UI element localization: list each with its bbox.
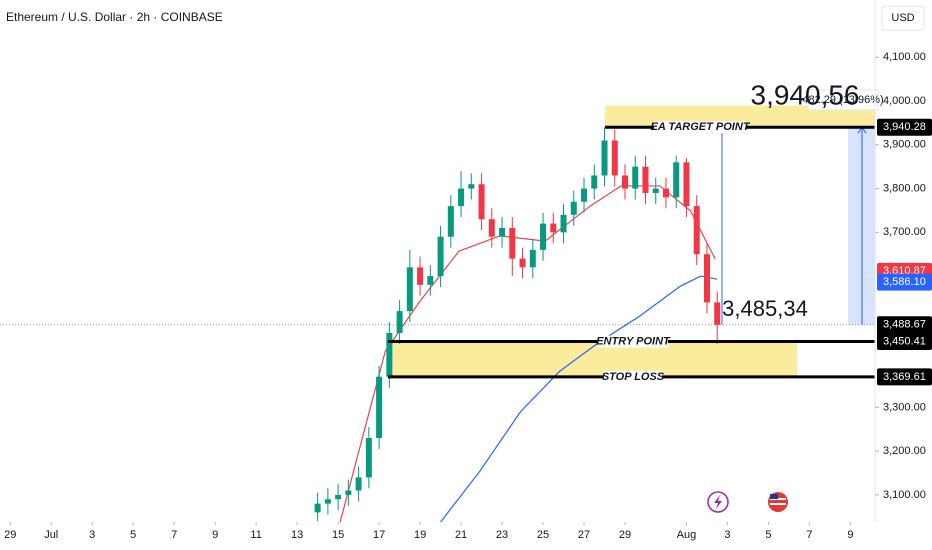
x-tick-label: Jul [44,529,58,541]
candle-body [581,188,588,202]
x-tick-label: 7 [806,529,812,541]
candle-body [601,140,608,176]
candle-body [437,236,444,277]
y-tick-label: 3,200.00 [883,445,926,457]
flag-canton [770,494,778,499]
candle-body [591,175,598,189]
candle-body [529,249,536,268]
price-annotation: 3,485,34 [722,296,808,321]
x-tick-label: 5 [765,529,771,541]
y-tick-label: 3,300.00 [883,401,926,413]
x-tick-label: 3 [89,529,95,541]
x-tick-label: 13 [291,529,303,541]
symbol-title: Ethereum / U.S. Dollar · 2h · COINBASE [6,10,223,24]
measure-label: 482.29 (13.96%) [802,94,883,106]
price-tag [877,333,932,351]
candle-body [427,276,434,285]
candle-body [550,223,557,233]
measure-label-box [807,89,879,111]
candle-body [570,201,577,215]
y-tick-label: 4,100.00 [883,51,926,63]
price-annotation: 3,940,56 [751,79,860,110]
candle-body [703,254,710,303]
candle-body [345,490,352,495]
price-tag [877,118,932,136]
x-tick-label: 23 [496,529,508,541]
y-tick-label: 3,100.00 [883,489,926,501]
candle-body [693,206,700,255]
level-label-bg [598,335,668,348]
candle-body [376,376,383,438]
candle-body [519,258,526,268]
price-tag [877,273,932,291]
candle-body [458,188,465,207]
candle-body [509,227,516,259]
candle-body [642,166,649,193]
candle-body [673,162,680,198]
x-tick-label: 29 [4,529,16,541]
level-label: ENTRY POINT [596,335,671,347]
x-tick-label: 19 [414,529,426,541]
price-tag-label: 3,450.41 [883,335,926,347]
candle-body [396,311,403,333]
x-tick-label: 29 [619,529,631,541]
candle-body [622,175,628,189]
lightning [714,495,722,509]
level-label: STOP LOSS [602,371,665,383]
candle-body [406,267,413,312]
candle-body [417,267,424,285]
candle-body [355,477,362,491]
price-tag [877,368,932,386]
level-label-bg [654,121,746,134]
currency-button[interactable] [881,5,925,31]
price-tag-label: 3,369.61 [883,371,926,383]
x-tick-label: 17 [373,529,385,541]
candle-body [611,140,618,176]
candle-body [488,219,495,237]
y-tick-label: 4,000.00 [883,95,926,107]
y-tick-label: 3,700.00 [883,226,926,238]
candle-body [632,166,639,189]
event-icons [707,491,788,513]
level-label-bg [603,370,663,383]
price-tag-label: 3,586.10 [883,276,926,288]
candle-body [499,227,506,237]
candle-body [683,162,690,207]
candle-body [447,206,454,237]
candle-body [540,223,547,250]
x-tick-label: 7 [171,529,177,541]
currency[interactable]: USD [891,12,914,24]
x-tick-label: 27 [578,529,590,541]
candle-body [314,503,321,513]
candle-body [560,214,567,233]
candle-body [335,494,342,500]
x-tick-label: 5 [130,529,136,541]
x-tick-label: 3 [724,529,730,541]
candle-body [714,302,721,325]
level-label: EA TARGET POINT [651,121,751,133]
x-tick-label: 15 [332,529,344,541]
y-tick-label: 3,800.00 [883,182,926,194]
y-tick-label: 3,900.00 [883,139,926,151]
candle-body [662,188,669,198]
candle-body [478,184,485,220]
x-tick-label: Aug [677,529,697,541]
price-tag-label: 3,488.67 [883,319,926,331]
x-tick-label: 25 [537,529,549,541]
x-tick-label: 9 [212,529,218,541]
price-tag-label: 3,940.28 [883,121,926,133]
flag-stripe [770,503,786,505]
candle-body [324,499,331,504]
candle-body [652,188,659,193]
candle-body [386,332,393,377]
x-tick-label: 21 [455,529,467,541]
candle-body [365,437,372,478]
candle-body [468,184,475,189]
x-tick-label: 9 [847,529,853,541]
x-tick-label: 11 [250,529,261,541]
plot: 482.29 (13.96%) EA TARGET POINT ENTRY POIN… [0,79,884,523]
